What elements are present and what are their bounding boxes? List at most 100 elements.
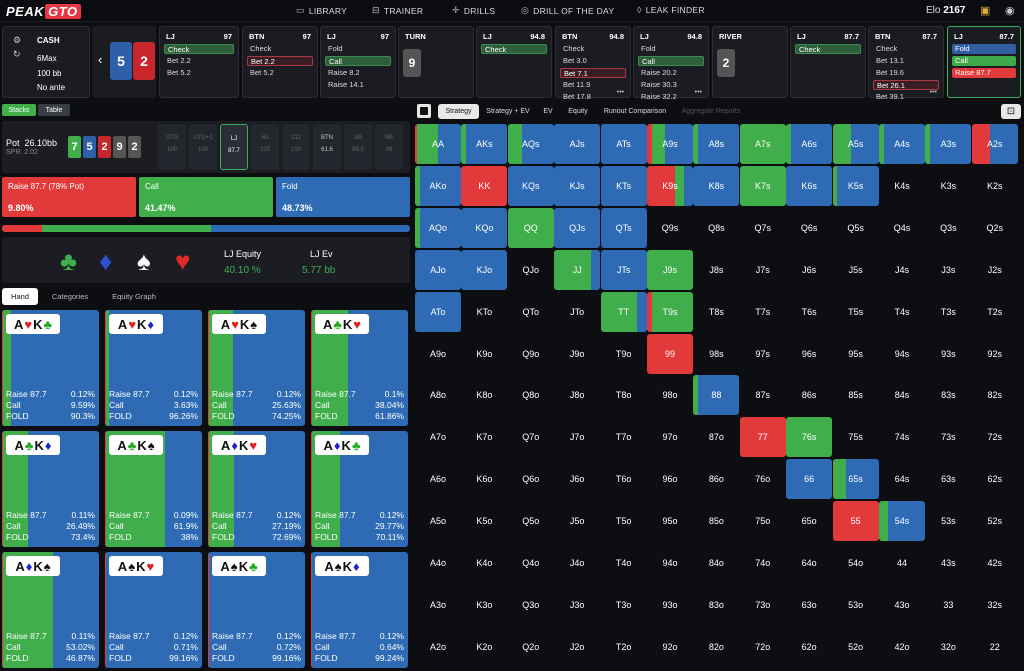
matrix-cell[interactable]: A2s — [971, 124, 1018, 164]
combo-tile[interactable]: A ♠ K ♥ Raise 87.7 0.12% Call 0.71% FOLD 99.16% — [105, 552, 202, 668]
action-call-button[interactable]: Call 41.47% — [139, 177, 273, 217]
matrix-cell[interactable]: Q7s — [740, 208, 786, 248]
matrix-cell[interactable]: K2s — [972, 166, 1018, 206]
matrix-cell[interactable]: 76s — [786, 417, 833, 458]
matrix-cell[interactable]: KTs — [600, 165, 647, 206]
matrix-cell[interactable]: AKo — [415, 165, 461, 206]
matrix-cell[interactable]: KJs — [554, 165, 601, 206]
matrix-cell[interactable]: Q4s — [879, 208, 925, 248]
matrix-cell[interactable]: 83o — [693, 585, 739, 625]
matrix-cell[interactable]: QJs — [554, 207, 601, 248]
matrix-cell[interactable]: 54o — [833, 543, 879, 583]
matrix-cell[interactable]: 75o — [740, 501, 786, 541]
tab-table[interactable]: Table — [38, 104, 70, 116]
matrix-cell[interactable]: 93o — [647, 585, 693, 625]
street-card[interactable]: BTN 87.7 Check Bet 13.1 Bet 19.6 Bet 26.1 Bet … — [868, 26, 944, 101]
matrix-cell[interactable]: 74o — [740, 543, 786, 583]
hole-cards[interactable]: ‹ 5 2 — [92, 26, 156, 98]
matrix-cell[interactable]: 63s — [925, 459, 971, 499]
matrix-cell[interactable]: TT — [600, 291, 647, 332]
matrix-cell[interactable]: Q4o — [508, 543, 554, 583]
nav-drills[interactable]: ✛ DRILLS — [452, 5, 495, 16]
matrix-cell[interactable]: A9s — [647, 124, 693, 164]
matrix-cell[interactable]: Q3o — [508, 585, 554, 625]
combo-tile[interactable]: A ♦ K ♠ Raise 87.7 0.11% Call 53.02% FOLD 46.87% — [2, 552, 99, 668]
matrix-cell[interactable]: K6o — [461, 459, 507, 499]
tab-aggregate-reports[interactable]: Aggregate Reports — [678, 104, 744, 119]
matrix-cell[interactable]: AQo — [415, 207, 461, 248]
matrix-cell[interactable]: 22 — [972, 627, 1018, 667]
peakgto-logo[interactable]: PEAK GTO — [6, 3, 81, 19]
matrix-cell[interactable]: T9s — [647, 291, 693, 332]
matrix-cell[interactable]: AKs — [461, 124, 508, 164]
matrix-cell[interactable]: 75s — [833, 417, 879, 457]
matrix-cell[interactable]: KK — [461, 165, 508, 206]
matrix-cell[interactable]: 94s — [879, 334, 925, 374]
combo-tile[interactable]: A ♣ K ♠ Raise 87.7 0.09% Call 61.9% FOLD 38% — [105, 431, 202, 547]
matrix-cell[interactable]: Q2s — [972, 208, 1018, 248]
street-card[interactable]: BTN 94.8 Check Bet 3.0 Bet 7.1 Bet 11.9 Bet 17… — [555, 26, 631, 101]
tab-stacks[interactable]: Stacks — [2, 104, 36, 116]
matrix-cell[interactable]: 83s — [925, 375, 971, 415]
matrix-cell[interactable]: K7o — [461, 417, 507, 457]
seat-hj[interactable]: HJ 100 — [251, 124, 279, 170]
matrix-cell[interactable]: A5s — [832, 124, 879, 164]
action-raise-button[interactable]: Raise 87.7 (78% Pot) 9.80% — [2, 177, 136, 217]
toggle-checkbox[interactable] — [417, 104, 431, 118]
matrix-cell[interactable]: 87o — [693, 417, 739, 457]
matrix-cell[interactable]: AJs — [554, 124, 601, 164]
matrix-cell[interactable]: 52o — [833, 627, 879, 667]
matrix-cell[interactable]: J2s — [972, 250, 1018, 290]
action-option[interactable]: Bet 13.1 — [876, 56, 904, 65]
matrix-cell[interactable]: J4s — [879, 250, 925, 290]
matrix-cell[interactable]: 95o — [647, 501, 693, 541]
matrix-cell[interactable]: 77 — [739, 417, 786, 458]
action-option[interactable]: Check — [250, 44, 272, 53]
matrix-cell[interactable]: A6s — [786, 124, 833, 164]
street-card[interactable]: LJ 97 Check Bet 2.2 Bet 5.2 — [159, 26, 239, 98]
matrix-cell[interactable]: A7o — [415, 417, 461, 457]
matrix-cell[interactable]: 98s — [693, 334, 739, 374]
matrix-cell[interactable]: J5o — [554, 501, 600, 541]
action-option[interactable]: Check — [164, 44, 234, 54]
action-option[interactable]: Bet 17.8 — [563, 92, 591, 101]
matrix-cell[interactable]: A4o — [415, 543, 461, 583]
matrix-cell[interactable]: J7o — [554, 417, 600, 457]
matrix-cell[interactable]: 32o — [925, 627, 971, 667]
matrix-cell[interactable]: 86o — [693, 459, 739, 499]
heart-icon[interactable]: ♥ — [175, 246, 191, 276]
matrix-cell[interactable]: A6o — [415, 459, 461, 499]
matrix-cell[interactable]: A9o — [415, 334, 461, 374]
matrix-cell[interactable]: J9o — [554, 334, 600, 374]
street-card[interactable]: LJ 94.8 Fold Call Raise 20.2 Raise 30.3 Raise … — [633, 26, 709, 101]
matrix-cell[interactable]: 74s — [879, 417, 925, 457]
matrix-cell[interactable]: T7s — [740, 292, 786, 332]
action-option[interactable]: Fold — [952, 44, 1016, 54]
matrix-cell[interactable]: K9o — [461, 334, 507, 374]
matrix-cell[interactable]: 72s — [972, 417, 1018, 457]
matrix-cell[interactable]: A7s — [739, 124, 786, 164]
tab-equity-graph[interactable]: Equity Graph — [102, 288, 166, 305]
combo-tile[interactable]: A ♠ K ♦ Raise 87.7 0.12% Call 0.64% FOLD 99.24% — [311, 552, 408, 668]
combo-tile[interactable]: A ♣ K ♥ Raise 87.7 0.1% Call 38.04% FOLD 61.86% — [311, 310, 408, 426]
matrix-cell[interactable]: J8o — [554, 375, 600, 415]
matrix-cell[interactable]: 93s — [925, 334, 971, 374]
matrix-cell[interactable]: J6o — [554, 459, 600, 499]
matrix-cell[interactable]: 84s — [879, 375, 925, 415]
matrix-cell[interactable]: 53o — [833, 585, 879, 625]
action-fold-button[interactable]: Fold 48.73% — [276, 177, 410, 217]
action-option[interactable]: Check — [795, 44, 861, 54]
matrix-cell[interactable]: J2o — [554, 627, 600, 667]
matrix-cell[interactable]: 87s — [740, 375, 786, 415]
matrix-cell[interactable]: 86s — [786, 375, 832, 415]
seat-bb[interactable]: BB 99 — [375, 124, 403, 170]
street-card[interactable]: LJ 87.7 Check — [790, 26, 866, 98]
matrix-cell[interactable]: QQ — [507, 207, 554, 248]
action-option[interactable]: Bet 19.6 — [876, 68, 904, 77]
tab-strategy-ev[interactable]: Strategy + EV — [484, 104, 532, 119]
matrix-cell[interactable]: T4s — [879, 292, 925, 332]
matrix-cell[interactable]: 92s — [972, 334, 1018, 374]
matrix-cell[interactable]: T2s — [972, 292, 1018, 332]
matrix-cell[interactable]: 92o — [647, 627, 693, 667]
matrix-cell[interactable]: K7s — [739, 165, 786, 206]
